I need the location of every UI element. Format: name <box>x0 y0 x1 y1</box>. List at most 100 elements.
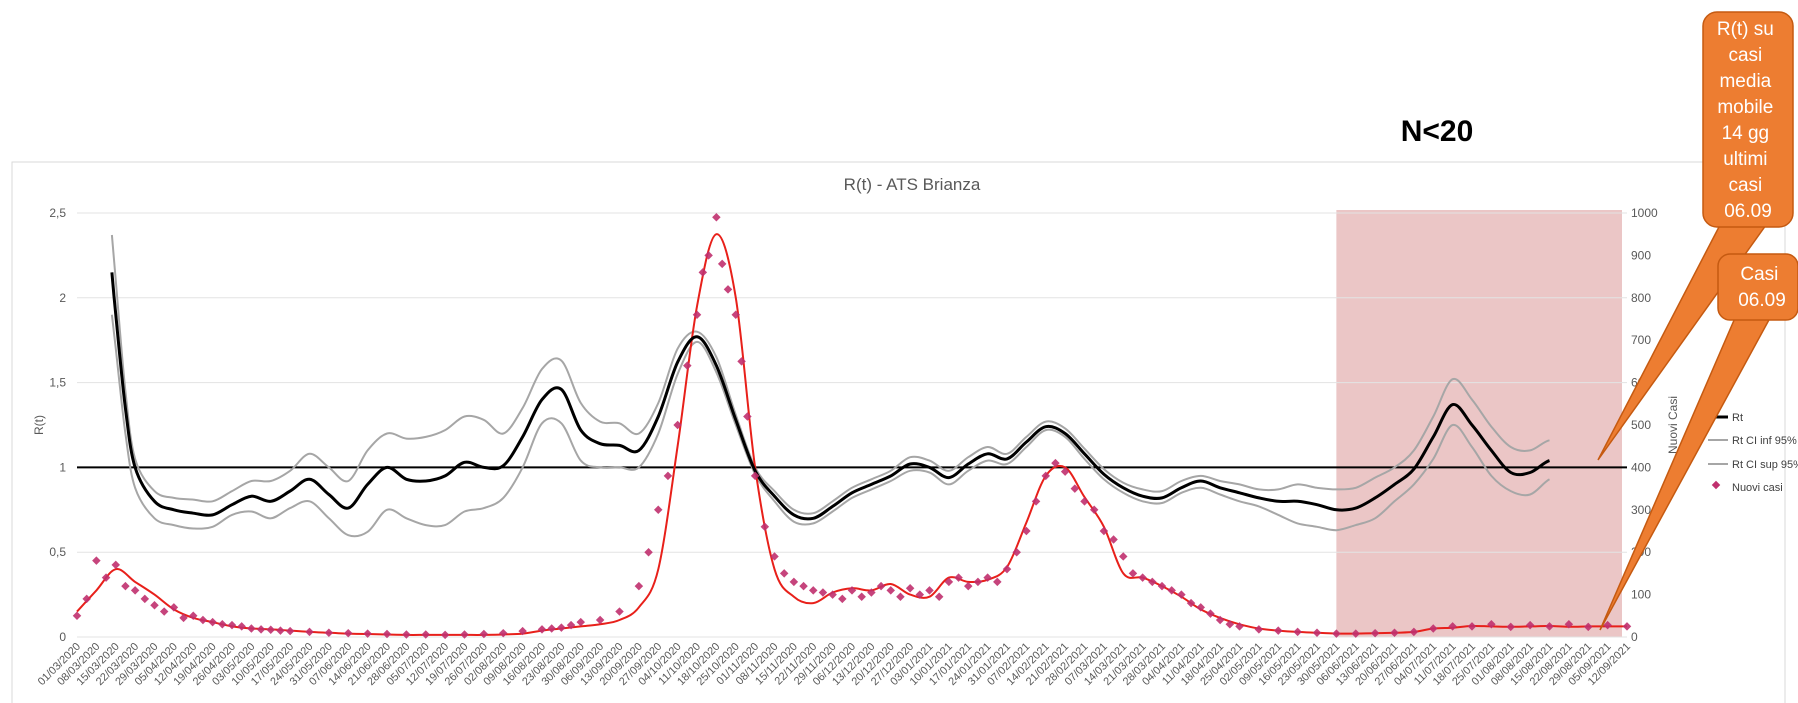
legend-label-ci-sup: Rt CI sup 95% <box>1732 459 1798 471</box>
cases-point <box>1167 586 1176 595</box>
cases-point <box>838 594 847 604</box>
cases-point <box>847 586 857 595</box>
cases-point <box>440 630 450 640</box>
cases-point <box>1312 628 1322 638</box>
cases-point <box>285 626 295 636</box>
legend-swatch-cases <box>1711 480 1721 490</box>
shaded-region-rect <box>1336 210 1622 637</box>
cases-point <box>1603 620 1612 630</box>
cases-point <box>595 615 605 625</box>
cases-point <box>1525 620 1535 630</box>
chart-title: R(t) - ATS Brianza <box>844 175 981 194</box>
cases-point <box>344 628 353 638</box>
cases-point <box>770 552 779 561</box>
cases-point <box>1448 622 1457 631</box>
cases-point <box>925 586 934 595</box>
rt-ci-inf-line <box>110 314 1551 538</box>
cases-point <box>944 577 954 587</box>
cases-point <box>1467 622 1477 631</box>
cases-point <box>876 581 886 591</box>
cases-point <box>1060 467 1070 476</box>
cases-point <box>634 581 644 591</box>
y-tick-label: 1,5 <box>49 376 66 390</box>
cases-point <box>1332 629 1341 638</box>
cases-point <box>779 569 789 578</box>
cases-point <box>1012 547 1021 557</box>
cases-point <box>1196 603 1205 612</box>
callout-cases: Casi 06.09 <box>1599 253 1798 631</box>
cases-point <box>1409 627 1419 637</box>
cases-point <box>1022 526 1031 536</box>
cases-point <box>743 412 752 421</box>
cases-point <box>1225 620 1235 629</box>
legend-label-ci-inf: Rt CI inf 95% <box>1732 435 1797 447</box>
y-tick-label: 2 <box>59 291 66 305</box>
cases-point <box>750 471 760 481</box>
y-tick-label: 2,5 <box>49 206 66 220</box>
cases-point <box>518 626 527 636</box>
n-threshold-label: N<20 <box>1401 115 1474 148</box>
cases-point <box>1031 497 1041 506</box>
cases-point <box>363 629 372 638</box>
cases-point <box>1215 615 1225 625</box>
cases-point <box>698 268 708 277</box>
cases-point <box>1351 629 1360 638</box>
cases-point <box>954 573 963 582</box>
cases-point <box>993 577 1002 587</box>
y-axis-label: R(t) <box>32 415 46 435</box>
series-layer <box>76 233 1627 636</box>
cases-point <box>673 420 682 430</box>
cases-point <box>547 624 556 633</box>
callout-cases-text: Casi 06.09 <box>1738 264 1786 311</box>
y-axis-ticks: 0 0,5 1 1,5 2 2,5 <box>49 206 66 644</box>
cases-point <box>1506 622 1515 632</box>
cases-point <box>1109 535 1118 544</box>
cases-point <box>717 259 727 269</box>
cases-point <box>1138 573 1147 582</box>
y2-tick-label: 700 <box>1631 333 1651 347</box>
cases-point <box>499 628 508 638</box>
y2-tick-label: 800 <box>1631 291 1651 305</box>
cases-point <box>644 547 653 557</box>
cases-point <box>566 620 576 630</box>
cases-point <box>1128 569 1138 578</box>
cases-point <box>1429 624 1438 633</box>
cases-point <box>789 577 799 587</box>
cases-point <box>973 577 983 587</box>
cases-point <box>402 630 411 639</box>
shaded-region <box>1336 210 1622 637</box>
cases-point <box>1293 627 1302 637</box>
cases-point <box>799 581 808 591</box>
cases-point <box>557 623 566 632</box>
y-tick-label: 0,5 <box>49 545 66 559</box>
y2-tick-label: 900 <box>1631 248 1651 262</box>
cases-point <box>692 310 702 320</box>
cases-point <box>1157 581 1167 591</box>
cases-point <box>809 586 818 595</box>
y2-tick-label: 0 <box>1631 630 1638 644</box>
legend-label-cases: Nuovi casi <box>1732 482 1783 494</box>
cases-point <box>1370 628 1380 638</box>
y-tick-label: 0 <box>59 630 66 644</box>
cases-point <box>760 522 770 532</box>
cases-point <box>1080 497 1089 506</box>
cases-point <box>934 592 944 601</box>
cases-point <box>479 629 489 639</box>
cases-point <box>1274 626 1283 635</box>
cases-point <box>1584 622 1593 632</box>
legend: Rt Rt CI inf 95% Rt CI sup 95% Nuovi cas… <box>1708 412 1798 494</box>
cases-point <box>886 586 895 595</box>
cases-point <box>1254 625 1264 634</box>
cases-point <box>1487 620 1496 629</box>
y2-tick-label: 1000 <box>1631 206 1658 220</box>
cases-point <box>1002 564 1012 574</box>
cases-point <box>305 627 314 637</box>
cases-point <box>1089 505 1099 515</box>
cases-point <box>828 590 837 599</box>
cases-point <box>683 361 692 370</box>
x-axis-ticks: 01/03/202008/03/202015/03/202022/03/2020… <box>36 641 1633 688</box>
cases-point <box>1070 484 1080 493</box>
cases-point <box>818 588 828 597</box>
cases-point <box>1390 628 1399 638</box>
